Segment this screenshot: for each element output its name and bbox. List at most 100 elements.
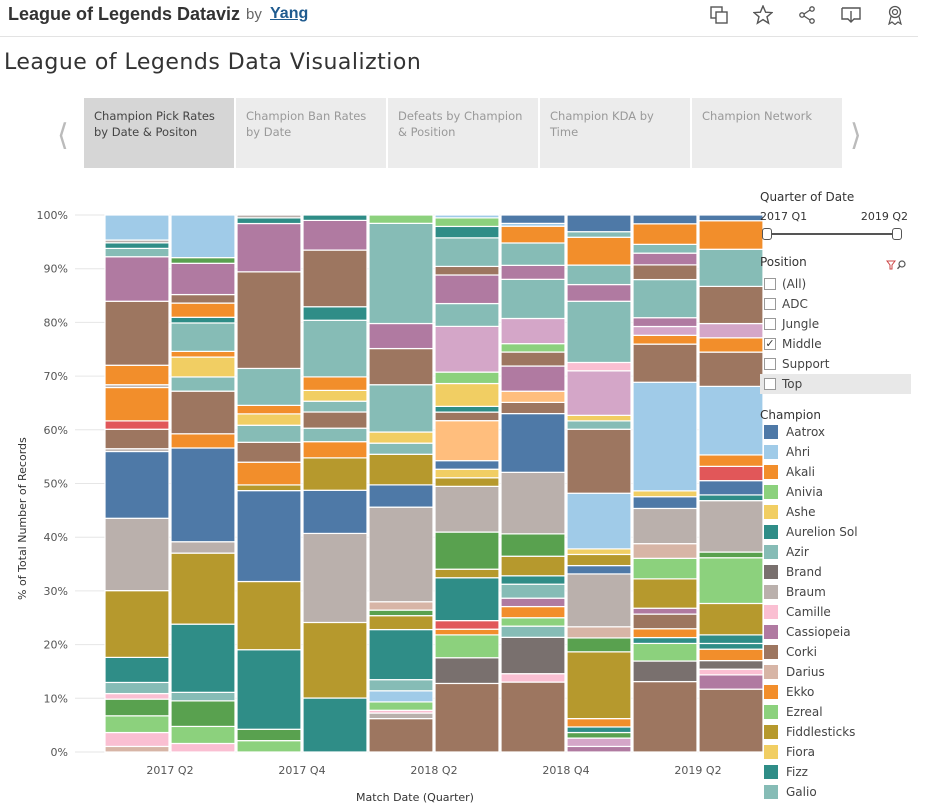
position-option[interactable]: Top <box>760 374 911 394</box>
checkbox[interactable] <box>764 378 776 390</box>
bar-segment <box>698 659 764 670</box>
quarter-start-label: 2017 Q1 <box>760 210 808 223</box>
legend-item[interactable]: Azir <box>760 542 926 562</box>
story-tab-kda[interactable]: Champion KDA by Time <box>540 98 690 168</box>
position-option[interactable]: Support <box>760 354 911 374</box>
copy-icon[interactable] <box>708 4 730 26</box>
page-title: League of Legends Data Visualiztion <box>4 50 422 75</box>
bar-segment <box>434 405 500 413</box>
bar-segment <box>632 334 698 345</box>
bar-segment <box>698 634 764 645</box>
y-tick-label: 50% <box>44 478 68 491</box>
story-tab-pick-rates[interactable]: Champion Pick Rates by Date & Positon <box>84 98 234 168</box>
bar-segment <box>566 428 632 494</box>
bar-segment <box>500 575 566 585</box>
quarter-range-slider[interactable] <box>760 227 904 241</box>
checkbox[interactable] <box>764 278 776 290</box>
y-tick-label: 20% <box>44 639 68 652</box>
legend-item[interactable]: Aurelion Sol <box>760 522 926 542</box>
story-tab-defeats[interactable]: Defeats by Champion & Position <box>388 98 538 168</box>
bar-segment <box>632 557 698 580</box>
author-link[interactable]: Yang <box>270 5 309 22</box>
bar-segment <box>566 651 632 720</box>
bar-segment <box>698 648 764 662</box>
legend-item[interactable]: Ezreal <box>760 702 926 722</box>
legend-label: Aurelion Sol <box>786 525 858 539</box>
legend-label: Camille <box>786 605 831 619</box>
legend-item[interactable]: Ashe <box>760 502 926 522</box>
position-option[interactable]: (All) <box>760 274 911 294</box>
position-list: (All) ADC Jungle ✓ Middle Support Top <box>760 274 926 394</box>
checkbox[interactable] <box>764 358 776 370</box>
bar-segment <box>566 300 632 364</box>
position-option[interactable]: Jungle <box>760 314 911 334</box>
bar-segment <box>236 214 302 219</box>
x-tick-label: 2019 Q2 <box>674 764 721 777</box>
badge-icon[interactable] <box>884 4 906 26</box>
bar-segment <box>302 621 368 699</box>
legend-item[interactable]: Fizz <box>760 762 926 782</box>
bar-segment <box>170 691 236 702</box>
bar-segment <box>698 465 764 482</box>
bar-segment <box>434 420 500 462</box>
bar-segment <box>434 371 500 385</box>
legend-item[interactable]: Brand <box>760 562 926 582</box>
bar-segment <box>632 343 698 383</box>
checkbox[interactable]: ✓ <box>764 337 776 350</box>
legend-item[interactable]: Galio <box>760 782 926 802</box>
bar-segment <box>368 615 434 631</box>
legend-item[interactable]: Corki <box>760 642 926 662</box>
legend-label: Fiddlesticks <box>786 725 856 739</box>
star-icon[interactable] <box>752 4 774 26</box>
bar-segment <box>698 337 764 353</box>
bar-segment <box>698 220 764 250</box>
bar-segment <box>434 634 500 659</box>
legend-item[interactable]: Anivia <box>760 482 926 502</box>
position-option[interactable]: ✓ Middle <box>760 334 911 354</box>
x-tick-label: 2018 Q4 <box>542 764 589 777</box>
download-icon[interactable] <box>840 4 862 26</box>
legend-swatch <box>764 525 778 539</box>
x-axis-title: Match Date (Quarter) <box>356 791 474 804</box>
story-tab-ban-rates[interactable]: Champion Ban Rates by Date <box>236 98 386 168</box>
share-icon[interactable] <box>796 4 818 26</box>
position-option[interactable]: ADC <box>760 294 911 314</box>
bar-segment <box>368 701 434 711</box>
bar-segment <box>302 306 368 321</box>
bar-segment <box>104 256 170 302</box>
legend-item[interactable]: Darius <box>760 662 926 682</box>
checkbox[interactable] <box>764 318 776 330</box>
legend-item[interactable]: Aatrox <box>760 422 926 442</box>
bar-segment <box>170 302 236 318</box>
legend-item[interactable]: Fiddlesticks <box>760 722 926 742</box>
bar-segment <box>170 725 236 745</box>
bar-segment <box>500 317 566 345</box>
position-label: Top <box>782 377 803 391</box>
prev-arrow-icon[interactable]: ⟨ <box>57 118 69 153</box>
clear-filter-icon[interactable] <box>886 255 908 274</box>
bar-segment <box>368 442 434 455</box>
legend-item[interactable]: Braum <box>760 582 926 602</box>
legend-item[interactable]: Ekko <box>760 682 926 702</box>
next-arrow-icon[interactable]: ⟩ <box>850 118 862 153</box>
legend-item[interactable]: Fiora <box>760 742 926 762</box>
legend-item[interactable]: Ahri <box>760 442 926 462</box>
legend-item[interactable]: Camille <box>760 602 926 622</box>
legend-item[interactable]: Akali <box>760 462 926 482</box>
bar-segment <box>566 231 632 238</box>
bar-segment <box>170 350 236 358</box>
bar-segment <box>500 401 566 415</box>
story-tab-network[interactable]: Champion Network <box>692 98 842 168</box>
bar-segment <box>434 577 500 622</box>
legend-label: Ekko <box>786 685 815 699</box>
checkbox[interactable] <box>764 298 776 310</box>
quarter-end-label: 2019 Q2 <box>860 210 908 223</box>
slider-start-handle[interactable] <box>762 228 772 240</box>
bar-segment <box>434 214 500 219</box>
legend-item[interactable]: Cassiopeia <box>760 622 926 642</box>
bar-segment <box>368 628 434 681</box>
bar-segment <box>500 471 566 535</box>
y-tick-label: 40% <box>44 531 68 544</box>
bar-segment <box>434 468 500 479</box>
slider-end-handle[interactable] <box>892 228 902 240</box>
